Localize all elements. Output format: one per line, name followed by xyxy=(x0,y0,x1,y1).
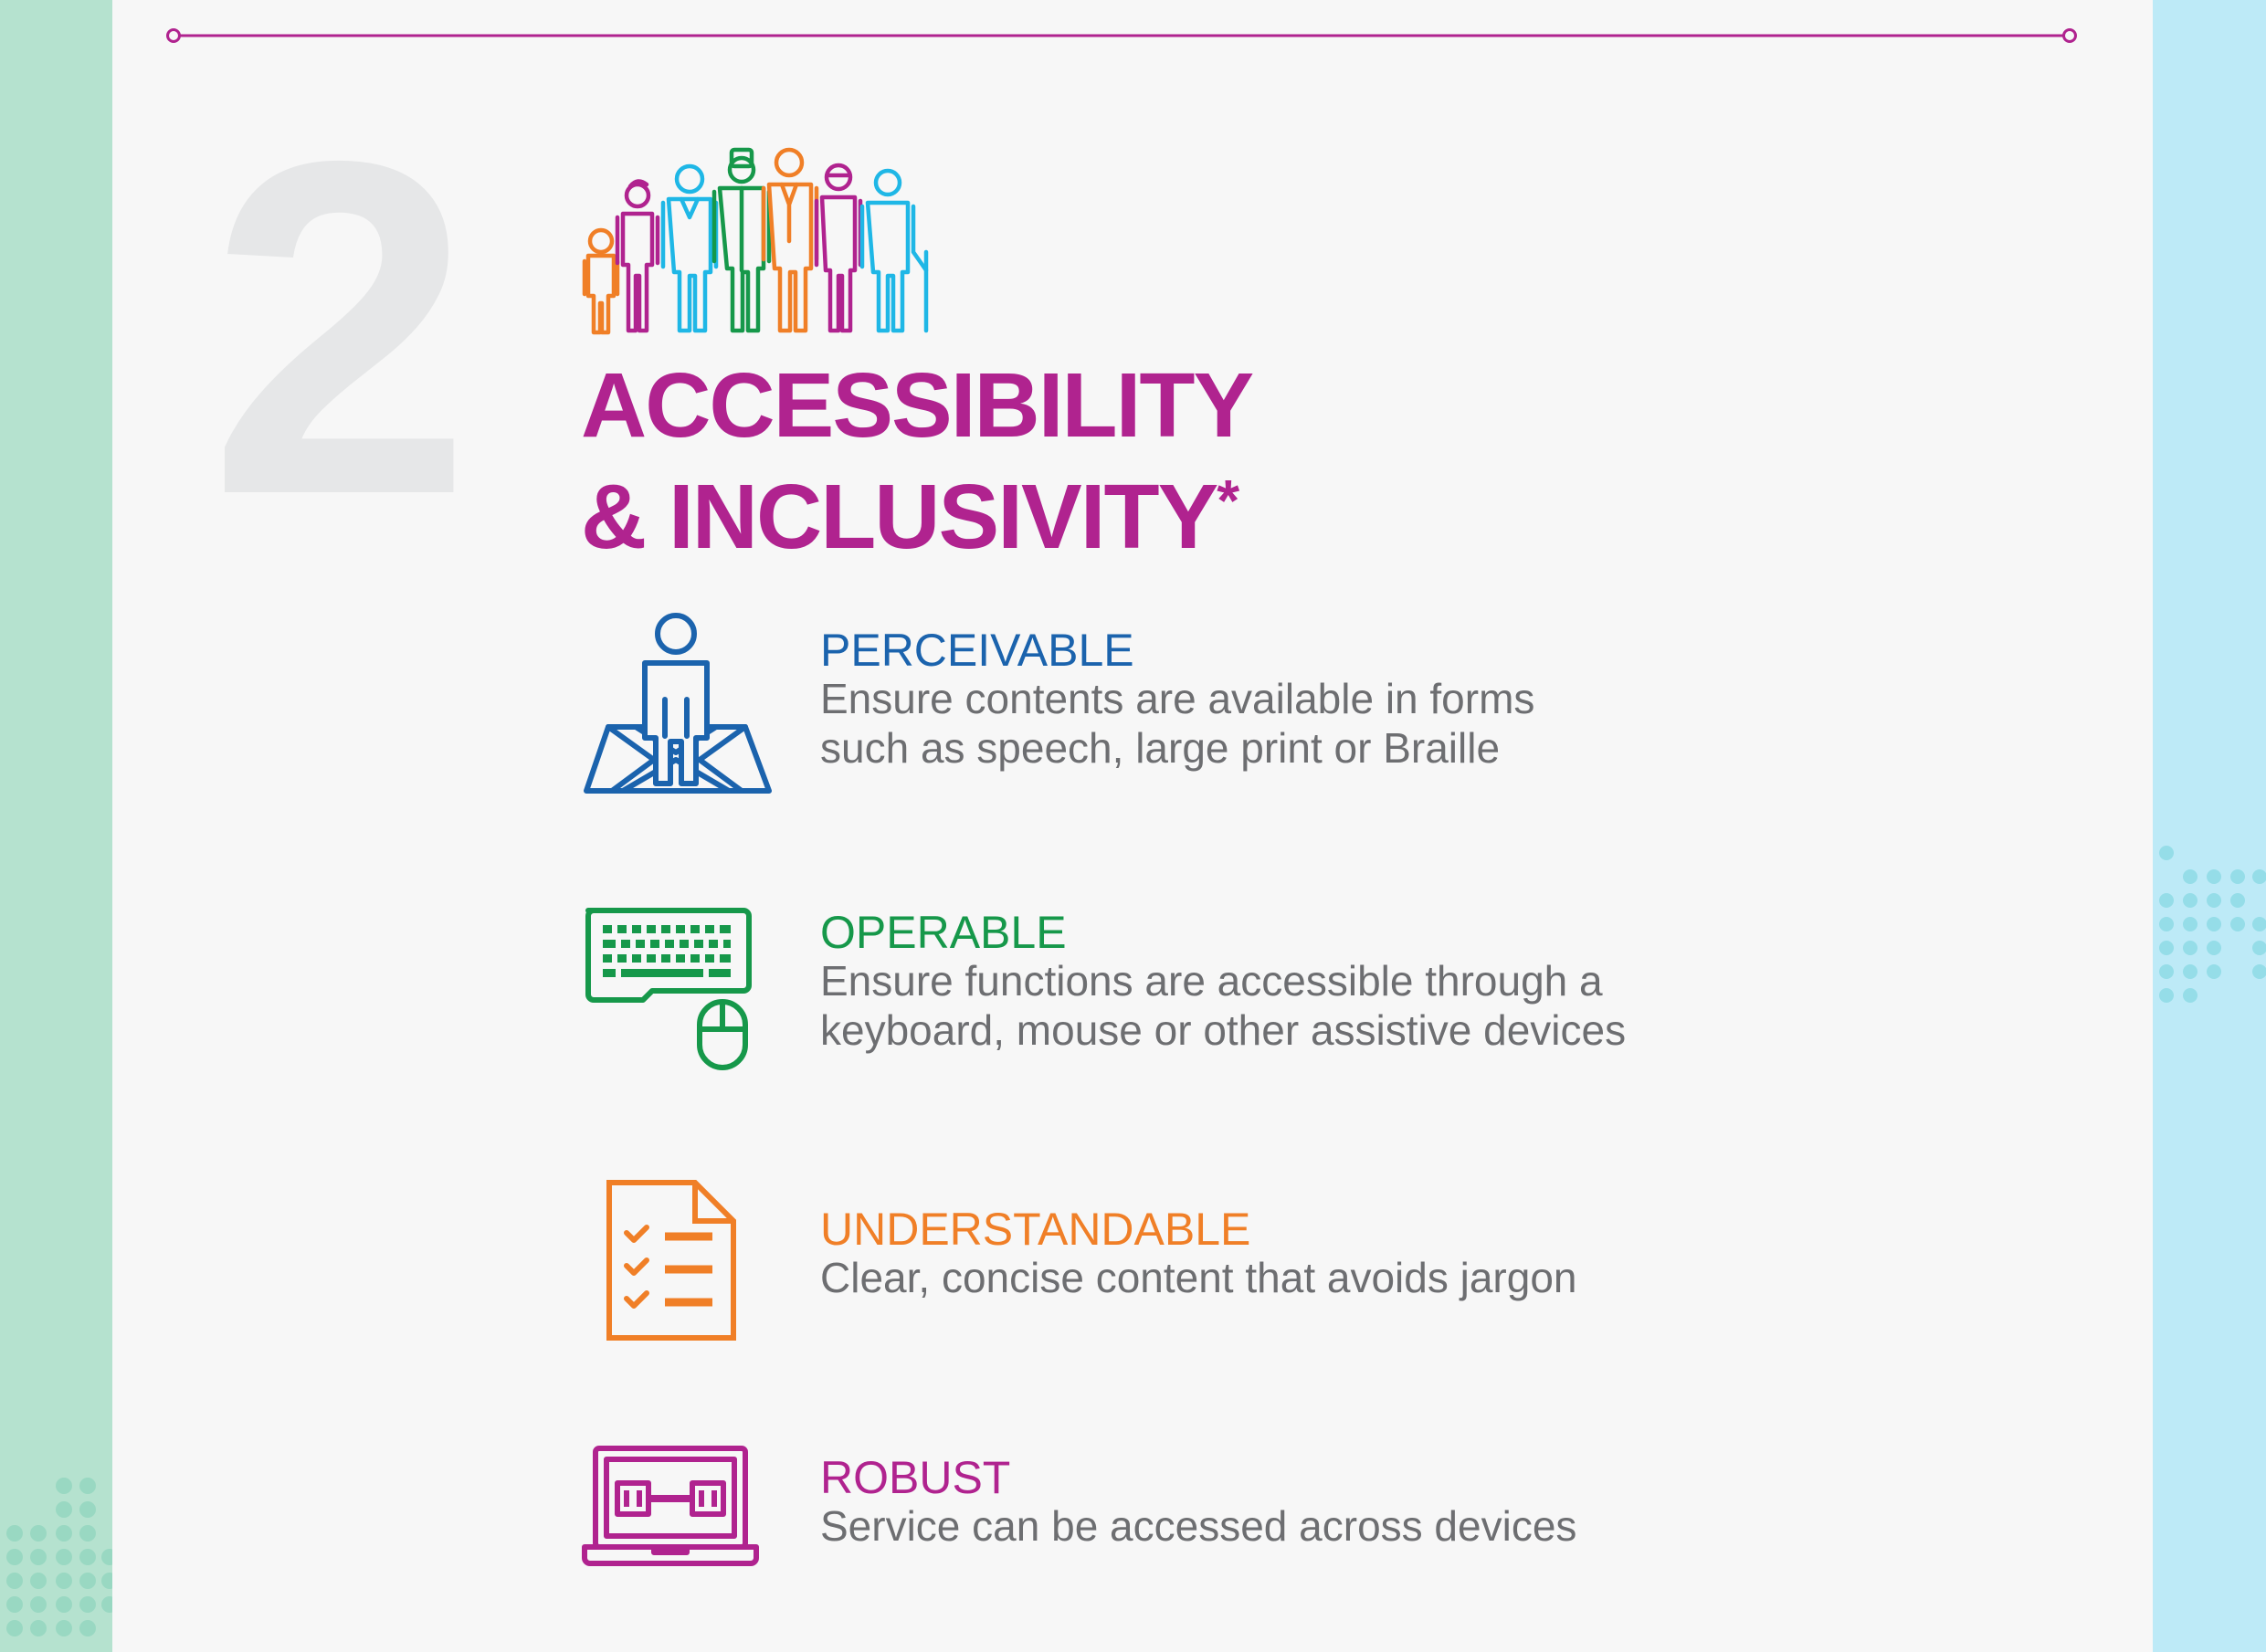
person-on-map-icon xyxy=(581,608,773,805)
principle-perceivable: PERCEIVABLE Ensure contents are availabl… xyxy=(581,603,1768,804)
title-line-1: ACCESSIBILITY xyxy=(581,354,1254,457)
principle-operable-text: OPERABLE Ensure functions are accessible… xyxy=(820,909,1825,1055)
keyboard-mouse-icon xyxy=(581,903,764,1081)
principle-operable: OPERABLE Ensure functions are accessible… xyxy=(581,900,1768,1082)
principle-description-line-1: Service can be accessed across devices xyxy=(820,1502,1577,1550)
principle-understandable: UNDERSTANDABLE Clear, concise content th… xyxy=(581,1178,1768,1342)
top-divider xyxy=(166,26,2077,46)
dot-pattern-right xyxy=(2154,840,2266,1014)
principle-heading: PERCEIVABLE xyxy=(820,625,1134,676)
principle-description-line-1: Ensure functions are accessible through … xyxy=(820,957,1603,1005)
left-side-band xyxy=(0,0,112,1652)
people-group-icon xyxy=(574,142,957,338)
principle-description-line-2: keyboard, mouse or other assistive devic… xyxy=(820,1006,1627,1054)
laptop-strength-icon xyxy=(581,1443,760,1575)
content-panel xyxy=(112,0,2153,1652)
principle-perceivable-text: PERCEIVABLE Ensure contents are availabl… xyxy=(820,626,1825,773)
right-side-band xyxy=(2153,0,2266,1652)
principle-description-line-1: Clear, concise content that avoids jargo… xyxy=(820,1254,1577,1301)
principle-heading: OPERABLE xyxy=(820,907,1067,958)
principle-description-line-2: such as speech, large print or Braille xyxy=(820,724,1501,772)
principle-heading: UNDERSTANDABLE xyxy=(820,1204,1251,1255)
principle-robust: ROBUST Service can be accessed across de… xyxy=(581,1443,1768,1571)
checklist-document-icon xyxy=(605,1178,742,1347)
dot-pattern-left xyxy=(0,1466,112,1652)
principle-description-line-1: Ensure contents are available in forms xyxy=(820,675,1535,722)
principle-understandable-text: UNDERSTANDABLE Clear, concise content th… xyxy=(820,1205,1825,1302)
principle-heading: ROBUST xyxy=(820,1452,1011,1503)
section-number: 2 xyxy=(208,63,472,594)
title-line-2-text: & INCLUSIVITY xyxy=(581,466,1218,568)
page-title: ACCESSIBILITY & INCLUSIVITY* xyxy=(581,358,1403,564)
title-asterisk: * xyxy=(1217,468,1239,533)
title-line-2: & INCLUSIVITY* xyxy=(581,453,1403,564)
principle-robust-text: ROBUST Service can be accessed across de… xyxy=(820,1454,1825,1551)
